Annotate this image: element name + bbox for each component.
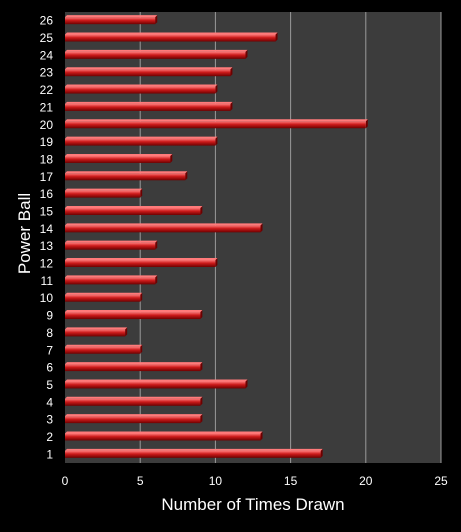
bar [65, 84, 218, 94]
bar [65, 119, 368, 129]
bar [65, 396, 203, 406]
y-tick-label: 13 [40, 239, 54, 253]
y-tick-label: 7 [46, 343, 53, 357]
bar [65, 362, 203, 372]
y-tick-label: 26 [40, 14, 54, 28]
y-tick-label: 8 [46, 326, 53, 340]
y-tick-label: 3 [46, 413, 53, 427]
y-tick-labels: 1234567891011121314151617181920212223242… [40, 14, 54, 462]
x-tick-label: 15 [284, 474, 298, 488]
bar [65, 101, 233, 111]
bar [65, 310, 203, 320]
bar [65, 344, 143, 354]
bar [65, 275, 158, 285]
bar [65, 240, 158, 250]
y-tick-label: 25 [40, 31, 54, 45]
bar [65, 171, 188, 181]
x-tick-label: 5 [137, 474, 144, 488]
bar [65, 67, 233, 77]
bar [65, 448, 323, 458]
y-tick-label: 5 [46, 378, 53, 392]
bars [65, 15, 368, 458]
y-tick-label: 16 [40, 187, 54, 201]
y-tick-label: 21 [40, 100, 54, 114]
y-tick-label: 15 [40, 204, 54, 218]
x-tick-label: 10 [209, 474, 223, 488]
y-tick-label: 1 [46, 447, 53, 461]
y-tick-label: 9 [46, 309, 53, 323]
bar [65, 431, 263, 441]
x-tick-labels: 0 5 10 15 20 25 [62, 474, 448, 488]
bar [65, 136, 218, 146]
bar [65, 223, 263, 233]
y-tick-label: 18 [40, 152, 54, 166]
bar [65, 49, 248, 59]
bar [65, 292, 143, 302]
y-tick-label: 12 [40, 257, 54, 271]
plot-area [65, 12, 441, 463]
bar [65, 379, 248, 389]
bar [65, 327, 128, 337]
bar [65, 414, 203, 424]
y-tick-label: 11 [41, 274, 54, 288]
y-tick-label: 24 [40, 48, 54, 62]
x-tick-label: 25 [434, 474, 448, 488]
x-axis-title: Number of Times Drawn [161, 495, 344, 514]
bar [65, 15, 158, 25]
x-tick-label: 20 [359, 474, 373, 488]
y-tick-label: 6 [46, 361, 53, 375]
y-tick-label: 4 [46, 395, 53, 409]
bar [65, 188, 143, 198]
y-tick-label: 10 [40, 291, 54, 305]
bar [65, 205, 203, 215]
y-tick-label: 20 [40, 118, 54, 132]
y-tick-label: 22 [40, 83, 54, 97]
y-tick-label: 23 [40, 66, 54, 80]
bar [65, 32, 278, 42]
bar [65, 258, 218, 268]
x-tick-label: 0 [62, 474, 69, 488]
y-tick-label: 17 [40, 170, 54, 184]
y-tick-label: 14 [40, 222, 54, 236]
y-tick-label: 2 [46, 430, 53, 444]
bar [65, 153, 173, 163]
y-axis-title: Power Ball [15, 193, 34, 274]
y-tick-label: 19 [40, 135, 54, 149]
